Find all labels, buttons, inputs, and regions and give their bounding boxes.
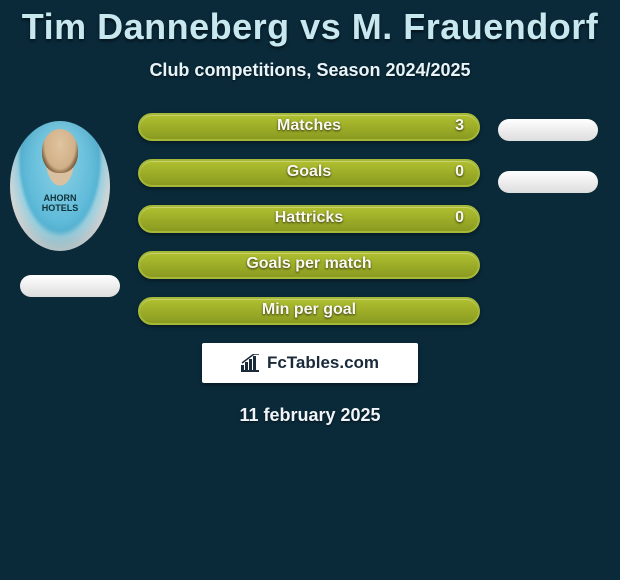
stat-bar-mpg: Min per goal [138, 297, 480, 325]
stat-bar-gpm: Goals per match [138, 251, 480, 279]
stat-value: 3 [455, 117, 464, 135]
branding-text: FcTables.com [267, 353, 379, 373]
stat-value: 0 [455, 163, 464, 181]
bar-chart-icon [241, 354, 261, 372]
player-left-avatar [10, 121, 110, 251]
stat-value: 0 [455, 209, 464, 227]
player-right-pill-1 [498, 119, 598, 141]
stat-label: Goals [140, 163, 478, 181]
player-left-name-pill [20, 275, 120, 297]
stat-bar-goals: Goals 0 [138, 159, 480, 187]
subtitle: Club competitions, Season 2024/2025 [0, 60, 620, 81]
stat-bar-hattricks: Hattricks 0 [138, 205, 480, 233]
content-area: Matches 3 Goals 0 Hattricks 0 Goals per … [0, 113, 620, 426]
stat-label: Goals per match [140, 255, 478, 273]
date-text: 11 february 2025 [0, 405, 620, 426]
stat-label: Hattricks [140, 209, 478, 227]
comparison-card: Tim Danneberg vs M. Frauendorf Club comp… [0, 0, 620, 580]
page-title: Tim Danneberg vs M. Frauendorf [0, 6, 620, 48]
player-right-pill-2 [498, 171, 598, 193]
stat-bar-matches: Matches 3 [138, 113, 480, 141]
stats-bars: Matches 3 Goals 0 Hattricks 0 Goals per … [138, 113, 480, 325]
stat-label: Min per goal [140, 301, 478, 319]
branding-badge[interactable]: FcTables.com [202, 343, 418, 383]
stat-label: Matches [140, 117, 478, 135]
